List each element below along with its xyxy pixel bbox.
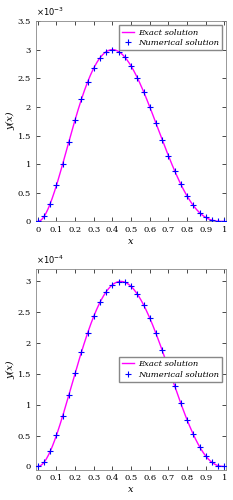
Exact solution	[223, 464, 226, 469]
Numerical solution	[142, 88, 145, 94]
Exact solution	[219, 463, 222, 469]
Numerical solution	[80, 350, 83, 356]
Numerical solution	[192, 202, 195, 208]
Exact solution	[138, 78, 140, 84]
Y-axis label: y(x): y(x)	[6, 360, 15, 378]
Text: $\times 10^{-3}$: $\times 10^{-3}$	[36, 6, 64, 18]
Numerical solution	[186, 417, 188, 423]
Numerical solution	[130, 63, 133, 69]
Numerical solution	[117, 278, 120, 284]
Y-axis label: y(x): y(x)	[6, 112, 15, 130]
Exact solution	[148, 314, 151, 320]
Line: Exact solution: Exact solution	[38, 50, 224, 222]
Exact solution	[36, 218, 39, 224]
Numerical solution	[148, 104, 151, 110]
Line: Numerical solution: Numerical solution	[35, 279, 227, 469]
Numerical solution	[55, 182, 58, 188]
Line: Numerical solution: Numerical solution	[35, 47, 227, 224]
Numerical solution	[49, 200, 52, 206]
Numerical solution	[86, 79, 89, 85]
Exact solution	[148, 102, 151, 108]
Numerical solution	[61, 161, 64, 167]
Numerical solution	[204, 453, 207, 459]
Exact solution	[219, 218, 222, 224]
Numerical solution	[167, 365, 170, 371]
Numerical solution	[179, 400, 182, 406]
Exact solution	[36, 464, 39, 469]
Numerical solution	[179, 182, 182, 188]
Numerical solution	[80, 96, 83, 102]
Numerical solution	[55, 432, 58, 438]
Numerical solution	[99, 300, 101, 306]
Numerical solution	[68, 138, 70, 144]
Exact solution	[111, 46, 114, 52]
Numerical solution	[86, 330, 89, 336]
Exact solution	[127, 281, 129, 287]
X-axis label: x: x	[128, 485, 134, 494]
Numerical solution	[142, 302, 145, 308]
Numerical solution	[43, 214, 45, 220]
Exact solution	[223, 218, 226, 224]
Numerical solution	[173, 168, 176, 174]
Numerical solution	[111, 282, 114, 288]
Numerical solution	[161, 136, 164, 142]
Numerical solution	[173, 383, 176, 389]
Numerical solution	[74, 370, 77, 376]
Exact solution	[190, 426, 192, 432]
Numerical solution	[105, 48, 108, 54]
Numerical solution	[43, 460, 45, 466]
Numerical solution	[68, 392, 70, 398]
Numerical solution	[123, 279, 126, 285]
Numerical solution	[198, 210, 201, 216]
Numerical solution	[204, 214, 207, 220]
Numerical solution	[74, 116, 77, 122]
Numerical solution	[93, 65, 95, 71]
Exact solution	[125, 280, 128, 286]
Legend: Exact solution, Numerical solution: Exact solution, Numerical solution	[119, 25, 222, 50]
Numerical solution	[211, 460, 213, 466]
Numerical solution	[161, 348, 164, 354]
Numerical solution	[217, 462, 219, 468]
Numerical solution	[223, 218, 226, 224]
Numerical solution	[130, 284, 133, 290]
Numerical solution	[223, 464, 226, 469]
Numerical solution	[148, 315, 151, 321]
Numerical solution	[105, 288, 108, 294]
Numerical solution	[99, 55, 101, 61]
Numerical solution	[154, 330, 157, 336]
Exact solution	[190, 200, 192, 205]
Numerical solution	[211, 217, 213, 223]
Numerical solution	[198, 444, 201, 450]
Line: Exact solution: Exact solution	[38, 282, 224, 467]
Numerical solution	[61, 413, 64, 419]
Text: $\times 10^{-4}$: $\times 10^{-4}$	[36, 254, 64, 266]
Numerical solution	[123, 54, 126, 60]
Exact solution	[138, 294, 140, 300]
Numerical solution	[154, 120, 157, 126]
Exact solution	[125, 56, 128, 62]
Numerical solution	[136, 74, 139, 80]
Numerical solution	[36, 218, 39, 224]
Numerical solution	[217, 218, 219, 224]
Numerical solution	[111, 46, 114, 52]
Numerical solution	[167, 152, 170, 158]
Numerical solution	[117, 48, 120, 54]
Exact solution	[120, 278, 122, 284]
Legend: Exact solution, Numerical solution: Exact solution, Numerical solution	[119, 356, 222, 382]
X-axis label: x: x	[128, 237, 134, 246]
Numerical solution	[136, 291, 139, 297]
Numerical solution	[49, 448, 52, 454]
Numerical solution	[186, 193, 188, 199]
Numerical solution	[93, 313, 95, 319]
Exact solution	[127, 58, 129, 64]
Numerical solution	[192, 432, 195, 438]
Numerical solution	[36, 464, 39, 469]
